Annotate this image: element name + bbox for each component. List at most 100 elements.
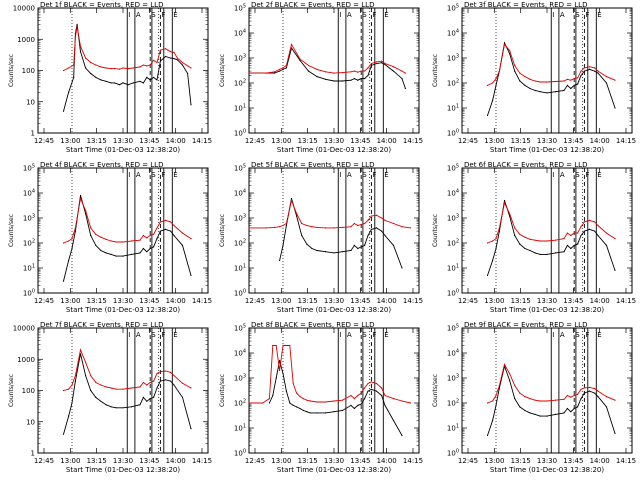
data-point-events	[324, 251, 327, 253]
plot-frame	[37, 167, 209, 294]
data-point-events	[190, 104, 192, 106]
data-point-events	[392, 419, 395, 422]
y-tick-label: 1000	[17, 356, 35, 364]
data-point-events	[367, 74, 369, 77]
data-point-events	[580, 234, 582, 237]
panel-title: Det 9f BLACK = Events, RED = LLD	[464, 321, 587, 329]
data-point-events	[597, 396, 599, 398]
data-point-lld	[146, 237, 148, 239]
data-point-lld	[495, 78, 497, 80]
data-point-lld	[173, 375, 175, 377]
x-tick-label: 13:00	[271, 297, 291, 305]
data-point-lld	[164, 48, 167, 50]
data-point-lld	[524, 396, 526, 398]
x-tick-label: 12:45	[245, 137, 265, 145]
x-tick-label: 13:45	[350, 297, 370, 305]
data-point-lld	[100, 236, 102, 238]
marker-letter: F	[372, 331, 376, 339]
y-tick-label: 100	[447, 289, 459, 298]
y-tick-label: 104	[447, 349, 459, 358]
marker-letter: E	[597, 11, 601, 19]
series-line-lld	[249, 43, 406, 74]
data-point-lld	[514, 227, 516, 229]
data-point-lld	[539, 81, 541, 83]
data-point-events	[173, 58, 175, 60]
data-point-lld	[299, 396, 301, 398]
data-point-events	[333, 80, 335, 82]
data-point-lld	[401, 226, 403, 228]
data-point-events	[534, 89, 536, 92]
data-point-events	[529, 412, 531, 414]
y-tick-label: 102	[447, 399, 459, 408]
data-point-lld	[573, 232, 575, 234]
data-point-lld	[409, 227, 412, 229]
y-tick-label: 100	[22, 67, 35, 75]
y-tick-label: 10	[26, 98, 35, 106]
data-point-lld	[353, 70, 355, 72]
data-point-events	[62, 433, 65, 435]
data-point-lld	[122, 388, 124, 390]
data-point-lld	[164, 370, 167, 372]
data-point-lld	[68, 67, 70, 69]
data-point-events	[79, 194, 82, 196]
data-point-events	[105, 80, 107, 82]
data-point-events	[486, 274, 489, 277]
data-point-events	[360, 246, 362, 248]
data-point-lld	[173, 224, 175, 227]
data-point-lld	[594, 387, 596, 390]
data-point-lld	[588, 386, 591, 388]
x-tick-label: 13:00	[484, 457, 504, 465]
data-point-lld	[341, 226, 344, 228]
x-tick-label: 13:15	[511, 137, 531, 145]
data-point-lld	[282, 67, 284, 69]
data-point-lld	[605, 232, 608, 234]
data-point-lld	[392, 66, 395, 68]
data-point-events	[62, 110, 65, 112]
data-point-lld	[367, 219, 369, 221]
data-point-lld	[262, 402, 264, 404]
data-point-lld	[105, 238, 107, 240]
data-point-events	[350, 249, 352, 252]
data-point-events	[279, 259, 281, 262]
panel-title: Det 7f BLACK = Events, RED = LLD	[40, 321, 163, 329]
data-point-lld	[105, 386, 107, 388]
data-point-events	[110, 82, 112, 84]
data-point-events	[153, 246, 155, 248]
marker-letter: I	[128, 331, 130, 339]
data-point-lld	[367, 67, 369, 69]
y-tick-label: 103	[234, 214, 246, 223]
data-point-lld	[370, 381, 372, 383]
data-point-lld	[122, 241, 124, 243]
data-point-events	[290, 47, 293, 49]
data-point-lld	[139, 239, 141, 241]
data-point-events	[130, 406, 133, 408]
data-point-lld	[364, 70, 366, 72]
data-point-events	[159, 230, 161, 232]
data-point-events	[139, 80, 141, 82]
data-point-lld	[62, 69, 65, 72]
x-tick-label: 13:45	[350, 457, 370, 465]
data-point-events	[187, 72, 189, 75]
data-point-events	[503, 199, 506, 202]
x-tick-label: 13:45	[139, 137, 159, 145]
data-point-lld	[333, 400, 335, 402]
data-point-lld	[306, 399, 308, 401]
panel-det-3: Det 3f BLACK = Events, RED = LLD 100 101 10…	[432, 1, 636, 154]
data-point-events	[605, 82, 608, 84]
x-tick-label: 12:45	[458, 137, 478, 145]
data-point-lld	[292, 382, 294, 385]
data-point-lld	[401, 70, 403, 72]
data-point-events	[170, 380, 172, 382]
x-tick-label: 14:15	[403, 457, 423, 465]
y-tick-label: 103	[23, 214, 35, 223]
y-tick-label: 105	[234, 324, 246, 333]
data-point-events	[367, 390, 369, 392]
data-point-lld	[149, 381, 151, 384]
data-point-events	[492, 419, 494, 422]
y-tick-label: 105	[447, 164, 459, 173]
data-point-lld	[153, 380, 155, 382]
data-point-lld	[68, 388, 70, 390]
data-point-events	[364, 78, 366, 80]
data-point-lld	[577, 393, 579, 395]
data-point-events	[142, 82, 144, 84]
